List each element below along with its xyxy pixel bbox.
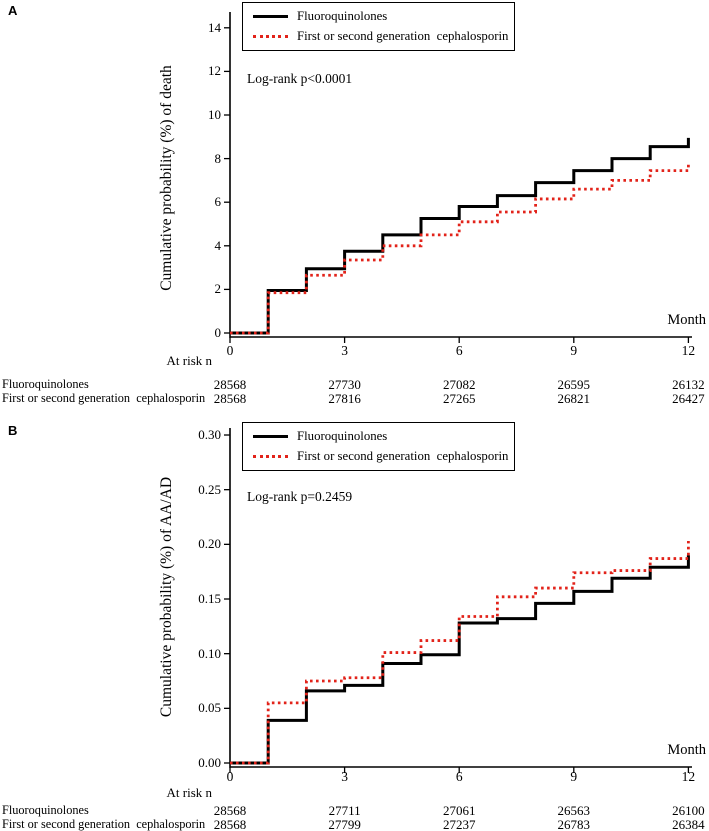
x-tick-label: 3 <box>341 343 348 358</box>
x-tick-label: 9 <box>570 343 578 358</box>
y-tick-label: 0.10 <box>198 645 221 661</box>
at-risk-value: 26783 <box>557 816 591 831</box>
at-risk-value: 28568 <box>213 390 247 406</box>
panel-b-at-risk-caption: At risk n <box>166 785 213 800</box>
y-tick-label: 12 <box>208 63 221 79</box>
y-tick-label: 2 <box>214 281 222 297</box>
at-risk-value: 27730 <box>328 377 361 392</box>
legend-label: First or second generation cephalosporin <box>297 29 509 43</box>
panel-b-legend: Fluoroquinolones First or second generat… <box>242 422 515 471</box>
legend-item-fluoroquinolones: Fluoroquinolones <box>253 9 514 25</box>
at-risk-value: 26563 <box>557 803 591 818</box>
axes <box>229 428 692 768</box>
y-tick-label: 0.00 <box>198 755 221 770</box>
at-risk-value: 27799 <box>328 816 361 831</box>
at-risk-value: 26821 <box>557 390 591 406</box>
at-risk-value: 26100 <box>672 803 705 818</box>
solid-line-swatch <box>253 15 288 18</box>
at-risk-value: 26132 <box>672 377 705 392</box>
y-tick-label: 10 <box>208 107 221 122</box>
y-tick-label: 8 <box>214 150 222 166</box>
x-tick-label: 6 <box>455 343 463 358</box>
y-tick-label: 0.05 <box>198 700 221 716</box>
x-tick-label: 3 <box>341 769 348 784</box>
y-tick-label: 4 <box>214 237 222 253</box>
x-tick-label: 0 <box>226 769 234 784</box>
at-risk-row-label-cephalosporin: First or second generation cephalosporin <box>2 816 206 831</box>
y-tick-label: 0.30 <box>198 427 221 442</box>
legend-label: Fluoroquinolones <box>297 429 388 443</box>
y-tick-label: 0.15 <box>198 591 221 606</box>
legend-label: First or second generation cephalosporin <box>297 449 509 463</box>
x-tick-label: 9 <box>570 769 578 784</box>
at-risk-value: 26384 <box>672 816 705 831</box>
at-risk-value: 26595 <box>557 377 591 392</box>
y-tick-label: 0 <box>214 325 222 340</box>
at-risk-row-label-fluoroquinolones: Fluoroquinolones <box>2 377 89 391</box>
at-risk-row-label-fluoroquinolones: Fluoroquinolones <box>2 803 89 817</box>
at-risk-value: 27082 <box>442 377 476 392</box>
at-risk-value: 28568 <box>213 377 247 392</box>
x-tick-label: 6 <box>455 769 463 784</box>
panel-b-letter: B <box>8 423 18 438</box>
legend-label: Fluoroquinolones <box>297 9 388 23</box>
at-risk-value: 28568 <box>213 803 247 818</box>
x-tick-label: 12 <box>681 343 696 358</box>
curve-cephalosporin <box>230 541 690 765</box>
panel-b-x-axis-label: Month <box>667 742 706 758</box>
panel-b-logrank-annotation: Log-rank p=0.2459 <box>247 489 353 504</box>
at-risk-value: 27265 <box>442 390 476 406</box>
at-risk-value: 27237 <box>442 816 476 831</box>
dotted-line-swatch <box>253 455 288 458</box>
at-risk-value: 26427 <box>672 390 705 406</box>
at-risk-value: 28568 <box>213 816 247 831</box>
panel-a-legend: Fluoroquinolones First or second generat… <box>242 2 515 51</box>
at-risk-value: 27711 <box>328 803 361 818</box>
panel-a-letter: A <box>8 3 18 18</box>
y-tick-label: 0.25 <box>198 481 221 497</box>
legend-item-cephalosporin: First or second generation cephalosporin <box>253 29 514 45</box>
x-tick-label: 0 <box>226 343 234 358</box>
y-tick-label: 14 <box>208 19 221 35</box>
x-tick-label: 12 <box>681 769 696 784</box>
curve-fluoroquinolones <box>230 555 690 765</box>
y-tick-label: 0.20 <box>198 536 221 552</box>
legend-item-fluoroquinolones: Fluoroquinolones <box>253 429 514 445</box>
solid-line-swatch <box>253 435 288 438</box>
at-risk-value: 27816 <box>328 390 361 406</box>
legend-item-cephalosporin: First or second generation cephalosporin <box>253 449 514 465</box>
at-risk-row-label-cephalosporin: First or second generation cephalosporin <box>2 390 206 405</box>
dotted-line-swatch <box>253 35 288 38</box>
y-tick-label: 6 <box>214 194 222 210</box>
at-risk-value: 27061 <box>442 803 476 818</box>
panel-a-at-risk-caption: At risk n <box>166 353 213 368</box>
